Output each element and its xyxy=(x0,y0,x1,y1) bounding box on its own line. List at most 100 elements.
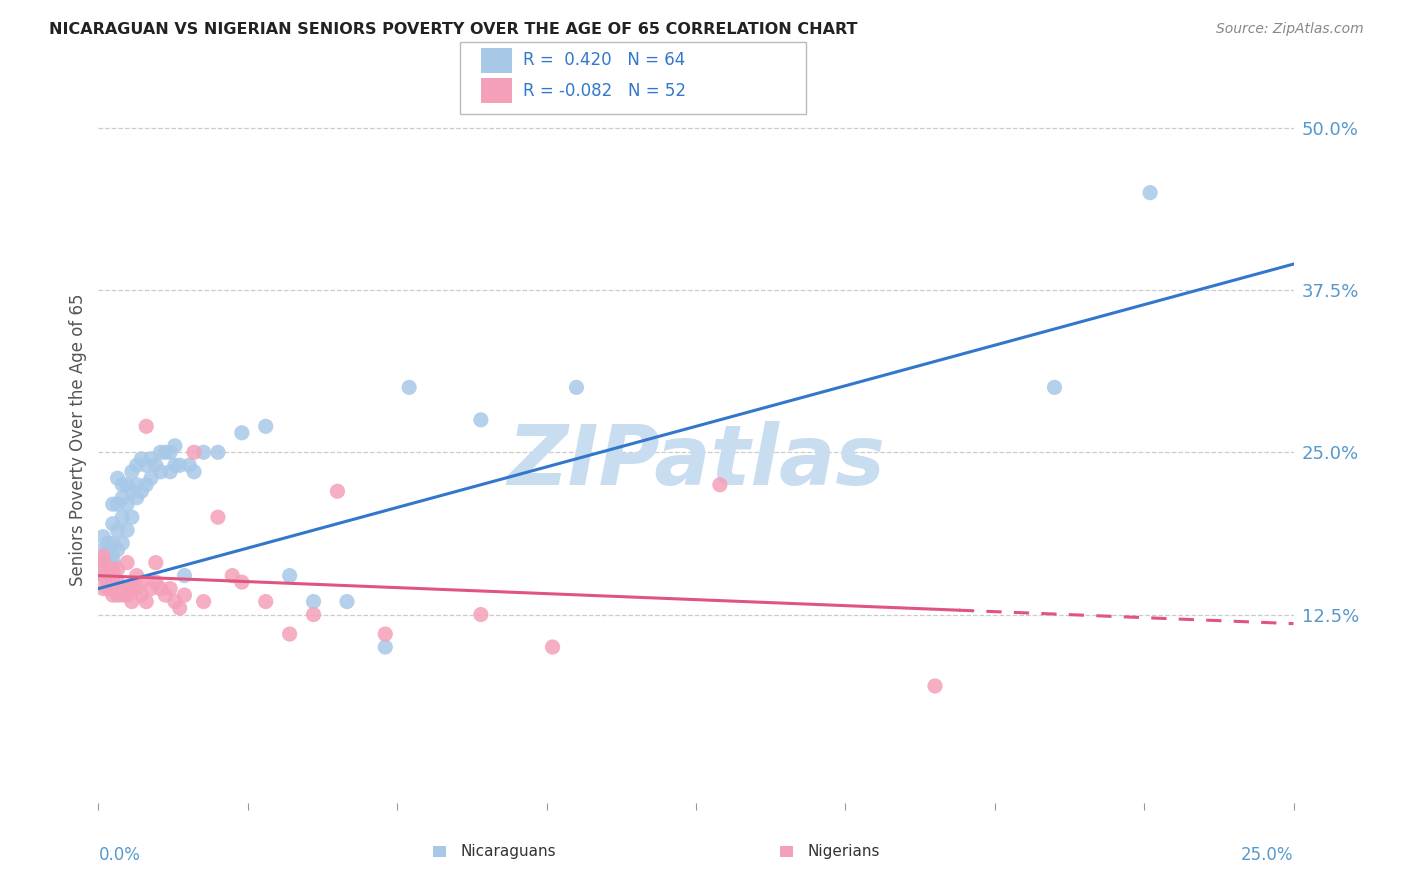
Point xyxy=(173,568,195,582)
Point xyxy=(139,582,162,596)
Point xyxy=(115,582,138,596)
Point xyxy=(97,562,120,576)
Point xyxy=(91,549,114,563)
FancyBboxPatch shape xyxy=(780,846,793,857)
Point xyxy=(91,562,114,576)
Point xyxy=(398,380,420,394)
Point xyxy=(207,445,229,459)
Point xyxy=(374,627,396,641)
Y-axis label: Seniors Poverty Over the Age of 65: Seniors Poverty Over the Age of 65 xyxy=(69,293,87,585)
Point xyxy=(97,568,120,582)
Point xyxy=(115,497,138,511)
Point xyxy=(125,568,148,582)
Point xyxy=(107,588,129,602)
Point xyxy=(91,568,114,582)
Point xyxy=(91,530,114,544)
Point xyxy=(135,458,157,473)
Point xyxy=(121,582,143,596)
Point xyxy=(278,568,301,582)
Point xyxy=(183,445,205,459)
Text: Source: ZipAtlas.com: Source: ZipAtlas.com xyxy=(1216,22,1364,37)
Point xyxy=(139,471,162,485)
Point xyxy=(709,477,731,491)
Point xyxy=(131,575,153,590)
Point xyxy=(125,582,148,596)
Point xyxy=(231,425,253,440)
Text: R = -0.082   N = 52: R = -0.082 N = 52 xyxy=(523,82,686,100)
Point xyxy=(125,458,148,473)
Point xyxy=(159,445,181,459)
Point xyxy=(107,497,129,511)
Point xyxy=(115,588,138,602)
Point xyxy=(149,465,172,479)
Point xyxy=(149,445,172,459)
Point xyxy=(97,582,120,596)
Point xyxy=(91,568,114,582)
Point xyxy=(101,549,124,563)
Point xyxy=(193,445,215,459)
Point xyxy=(107,523,129,537)
Point xyxy=(107,471,129,485)
Point xyxy=(470,607,492,622)
Text: 0.0%: 0.0% xyxy=(98,847,141,864)
Point xyxy=(111,510,134,524)
Point xyxy=(115,556,138,570)
Point xyxy=(374,640,396,654)
Point xyxy=(149,582,172,596)
Point xyxy=(231,575,253,590)
Point xyxy=(326,484,349,499)
Point xyxy=(111,477,134,491)
Point xyxy=(302,607,325,622)
Point xyxy=(121,510,143,524)
Point xyxy=(145,556,167,570)
Point xyxy=(97,575,120,590)
Text: NICARAGUAN VS NIGERIAN SENIORS POVERTY OVER THE AGE OF 65 CORRELATION CHART: NICARAGUAN VS NIGERIAN SENIORS POVERTY O… xyxy=(49,22,858,37)
Point xyxy=(221,568,243,582)
Point xyxy=(207,510,229,524)
Point xyxy=(135,594,157,608)
Text: R =  0.420   N = 64: R = 0.420 N = 64 xyxy=(523,51,685,70)
Point xyxy=(97,542,120,557)
Text: Nicaraguans: Nicaraguans xyxy=(461,844,557,859)
Point xyxy=(1043,380,1066,394)
Point xyxy=(1139,186,1161,200)
Point xyxy=(278,627,301,641)
Point xyxy=(125,477,148,491)
Point xyxy=(101,562,124,576)
Point xyxy=(111,588,134,602)
Point xyxy=(131,588,153,602)
Point xyxy=(91,542,114,557)
Point xyxy=(145,458,167,473)
Point xyxy=(193,594,215,608)
Point xyxy=(159,582,181,596)
Point xyxy=(111,582,134,596)
Point xyxy=(169,601,191,615)
Point xyxy=(155,588,177,602)
Point xyxy=(183,465,205,479)
Point xyxy=(924,679,946,693)
Point xyxy=(139,451,162,466)
Point xyxy=(101,568,124,582)
Point xyxy=(107,542,129,557)
Point xyxy=(135,477,157,491)
Point xyxy=(131,484,153,499)
Point xyxy=(107,562,129,576)
Point xyxy=(131,451,153,466)
Point xyxy=(163,439,186,453)
Point xyxy=(115,523,138,537)
Point xyxy=(91,582,114,596)
Point xyxy=(125,491,148,505)
Point xyxy=(101,588,124,602)
Point xyxy=(336,594,359,608)
Point xyxy=(101,497,124,511)
Point xyxy=(179,458,201,473)
Point xyxy=(121,465,143,479)
Point xyxy=(97,562,120,576)
Point xyxy=(101,575,124,590)
Point xyxy=(91,568,114,582)
Point xyxy=(91,556,114,570)
Point xyxy=(135,419,157,434)
Point xyxy=(111,536,134,550)
Point xyxy=(101,516,124,531)
Text: ZIPatlas: ZIPatlas xyxy=(508,421,884,501)
